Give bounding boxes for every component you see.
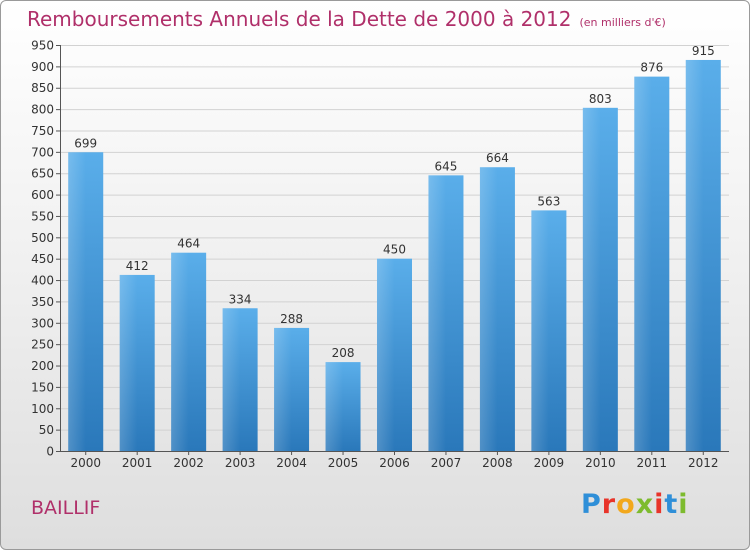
y-tick-label: 850 bbox=[31, 81, 54, 95]
x-tick-label: 2009 bbox=[534, 456, 565, 470]
chart-title: Remboursements Annuels de la Dette de 20… bbox=[27, 7, 666, 31]
logo-letter: P bbox=[581, 489, 602, 520]
bar-highlight bbox=[119, 274, 138, 451]
y-tick-label: 550 bbox=[31, 209, 54, 223]
logo-letter: t bbox=[664, 489, 679, 520]
y-tick-label: 450 bbox=[31, 252, 54, 266]
x-tick-label: 2010 bbox=[585, 456, 616, 470]
y-tick-label: 0 bbox=[46, 445, 54, 459]
x-tick-label: 2011 bbox=[637, 456, 668, 470]
bar-highlight bbox=[171, 252, 189, 451]
bar-value-label: 334 bbox=[229, 292, 252, 306]
x-tick-label: 2002 bbox=[173, 456, 204, 470]
y-tick-label: 650 bbox=[31, 167, 54, 181]
y-tick-label: 400 bbox=[31, 274, 54, 288]
bar-highlight bbox=[479, 167, 498, 452]
bar-value-label: 645 bbox=[435, 159, 458, 173]
bar-highlight bbox=[531, 210, 549, 451]
y-tick-label: 700 bbox=[31, 145, 54, 159]
logo-letter: i bbox=[678, 489, 689, 520]
x-tick-label: 2000 bbox=[70, 456, 101, 470]
logo-letter: o bbox=[616, 489, 636, 520]
bar-highlight bbox=[274, 327, 292, 451]
x-tick-label: 2005 bbox=[328, 456, 359, 470]
bar-value-label: 563 bbox=[537, 194, 560, 208]
y-tick-label: 150 bbox=[31, 380, 54, 394]
x-tick-label: 2003 bbox=[225, 456, 256, 470]
bar-value-label: 664 bbox=[486, 151, 509, 165]
bar-value-label: 915 bbox=[692, 44, 715, 58]
bar-highlight bbox=[377, 258, 395, 451]
logo-letter: i bbox=[654, 489, 665, 520]
bar-value-label: 288 bbox=[280, 312, 303, 326]
x-tick-label: 2004 bbox=[276, 456, 307, 470]
bar-highlight bbox=[634, 76, 652, 452]
y-tick-label: 950 bbox=[31, 39, 54, 53]
bar-highlight bbox=[582, 107, 601, 452]
bar-value-label: 464 bbox=[177, 237, 200, 251]
y-tick-label: 500 bbox=[31, 231, 54, 245]
bar-value-label: 699 bbox=[74, 136, 97, 150]
y-tick-label: 600 bbox=[31, 188, 54, 202]
y-tick-label: 800 bbox=[31, 103, 54, 117]
logo-letter: r bbox=[601, 489, 617, 520]
town-name: BAILLIF bbox=[31, 497, 101, 519]
chart-unit-label: (en milliers d'€) bbox=[579, 16, 666, 29]
x-tick-label: 2008 bbox=[482, 456, 513, 470]
bar-value-label: 876 bbox=[640, 61, 663, 75]
y-tick-label: 300 bbox=[31, 316, 54, 330]
x-tick-label: 2001 bbox=[122, 456, 153, 470]
bar-highlight bbox=[685, 59, 704, 452]
y-tick-label: 750 bbox=[31, 124, 54, 138]
bar-highlight bbox=[325, 362, 344, 451]
bar-value-label: 412 bbox=[126, 259, 149, 273]
bar-value-label: 450 bbox=[383, 243, 406, 257]
bar-highlight bbox=[68, 152, 86, 451]
chart-title-text: Remboursements Annuels de la Dette de 20… bbox=[27, 7, 572, 31]
bar-highlight bbox=[222, 308, 241, 451]
bar-value-label: 803 bbox=[589, 92, 612, 106]
bar-highlight bbox=[428, 175, 446, 452]
bar-value-label: 208 bbox=[332, 346, 355, 360]
y-tick-label: 350 bbox=[31, 295, 54, 309]
x-tick-label: 2007 bbox=[431, 456, 462, 470]
y-tick-label: 50 bbox=[39, 423, 54, 437]
y-tick-label: 900 bbox=[31, 60, 54, 74]
proxiti-logo: Proxiti bbox=[581, 489, 689, 520]
x-tick-label: 2006 bbox=[379, 456, 410, 470]
logo-letter: x bbox=[635, 489, 655, 520]
x-tick-label: 2012 bbox=[688, 456, 719, 470]
y-tick-label: 100 bbox=[31, 402, 54, 416]
y-tick-label: 200 bbox=[31, 359, 54, 373]
y-tick-label: 250 bbox=[31, 338, 54, 352]
